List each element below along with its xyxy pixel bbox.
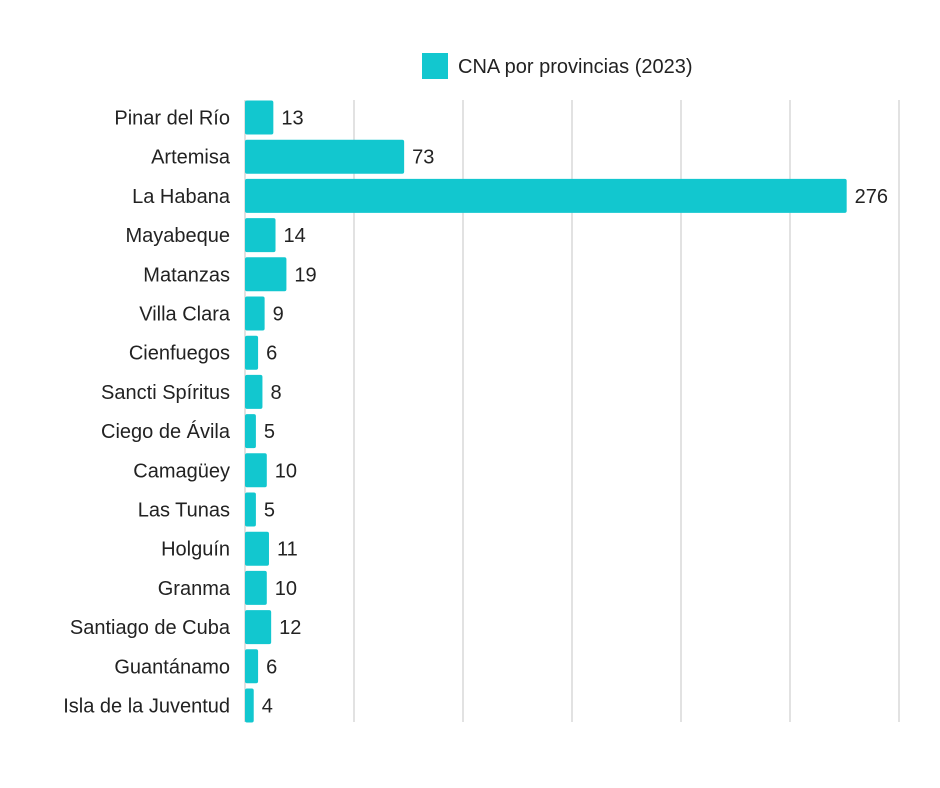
bar[interactable] bbox=[245, 492, 256, 527]
data-label: 5 bbox=[264, 421, 275, 443]
legend[interactable]: CNA por provincias (2023) bbox=[422, 53, 693, 79]
bar[interactable] bbox=[245, 139, 405, 174]
data-label: 4 bbox=[262, 696, 273, 718]
data-label: 14 bbox=[284, 225, 306, 247]
bar[interactable] bbox=[245, 688, 254, 723]
category-label: Camagüey bbox=[133, 460, 230, 482]
category-label: Matanzas bbox=[143, 264, 230, 286]
bar[interactable] bbox=[245, 374, 263, 409]
data-label: 8 bbox=[270, 382, 281, 404]
category-label: Las Tunas bbox=[138, 500, 230, 522]
bar[interactable] bbox=[245, 531, 269, 566]
category-label: Villa Clara bbox=[139, 304, 231, 326]
category-label: Sancti Spíritus bbox=[101, 382, 230, 404]
bar[interactable] bbox=[245, 649, 259, 684]
data-label: 5 bbox=[264, 500, 275, 522]
bar[interactable] bbox=[245, 218, 276, 253]
legend-swatch bbox=[422, 53, 448, 79]
category-label: Isla de la Juventud bbox=[63, 696, 230, 718]
category-label: Ciego de Ávila bbox=[101, 420, 231, 443]
bar[interactable] bbox=[245, 296, 265, 331]
bar[interactable] bbox=[245, 414, 256, 449]
category-label: Santiago de Cuba bbox=[70, 617, 231, 639]
data-label: 10 bbox=[275, 460, 297, 482]
bars bbox=[245, 100, 847, 723]
data-label: 6 bbox=[266, 343, 277, 365]
category-label: Guantánamo bbox=[114, 656, 230, 678]
bar[interactable] bbox=[245, 257, 287, 292]
bar[interactable] bbox=[245, 335, 259, 370]
data-label: 11 bbox=[277, 539, 298, 561]
category-label: Artemisa bbox=[151, 147, 231, 169]
bar[interactable] bbox=[245, 610, 272, 645]
category-label: Granma bbox=[158, 578, 231, 600]
bar[interactable] bbox=[245, 178, 847, 213]
category-labels: Pinar del Río Artemisa La Habana Mayabeque M… bbox=[63, 108, 231, 718]
data-label: 10 bbox=[275, 578, 297, 600]
data-label: 9 bbox=[273, 304, 284, 326]
data-label: 6 bbox=[266, 656, 277, 678]
category-label: Mayabeque bbox=[125, 225, 230, 247]
legend-label: CNA por provincias (2023) bbox=[458, 56, 693, 78]
bar[interactable] bbox=[245, 570, 267, 605]
data-label: 19 bbox=[294, 264, 316, 286]
data-label: 12 bbox=[279, 617, 301, 639]
bar[interactable] bbox=[245, 100, 274, 135]
data-label: 73 bbox=[412, 147, 434, 169]
data-label: 13 bbox=[281, 108, 303, 130]
bar[interactable] bbox=[245, 453, 267, 488]
category-label: Holguín bbox=[161, 539, 230, 561]
data-label: 276 bbox=[855, 186, 888, 208]
category-label: Pinar del Río bbox=[114, 108, 230, 130]
category-label: Cienfuegos bbox=[129, 343, 230, 365]
category-label: La Habana bbox=[132, 186, 231, 208]
